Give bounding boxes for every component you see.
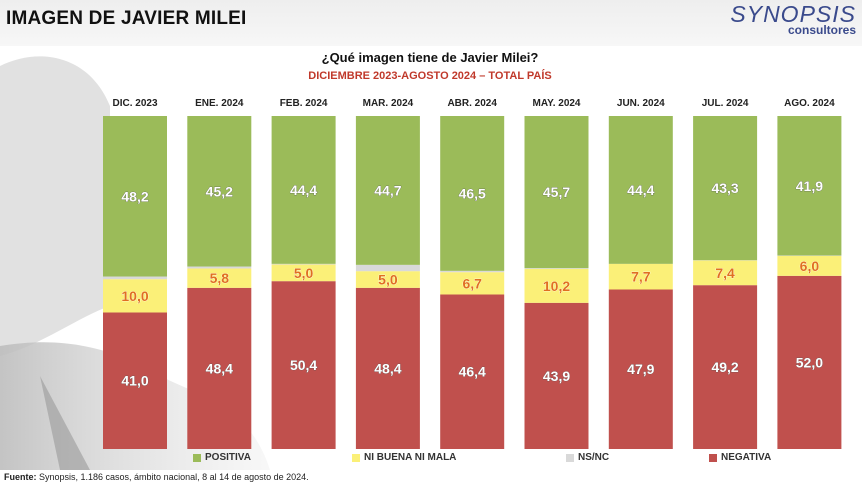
- data-label: 44,7: [374, 182, 401, 198]
- legend-swatch: [352, 453, 360, 462]
- x-tick-label: MAR. 2024: [363, 98, 414, 109]
- data-label: 7,4: [715, 265, 735, 281]
- data-label: 48,4: [374, 360, 401, 376]
- legend-item: POSITIVA: [193, 452, 251, 463]
- brand-name: SYNOPSIS: [730, 1, 856, 27]
- bar-segment: [693, 116, 758, 261]
- data-label: 49,2: [711, 359, 738, 375]
- bar-segment: [608, 116, 673, 264]
- page-title: IMAGEN DE JAVIER MILEI: [6, 8, 247, 29]
- data-label: 43,3: [711, 180, 738, 196]
- bar-segment: [355, 271, 420, 288]
- data-label: 10,2: [543, 278, 570, 294]
- x-tick-label: JUL. 2024: [702, 98, 749, 109]
- bar-segment: [355, 287, 420, 449]
- x-tick-label: DIC. 2023: [112, 98, 157, 109]
- source-note: Fuente: Synopsis, 1.186 casos, ámbito na…: [4, 472, 309, 482]
- bar-segment: [524, 268, 589, 269]
- data-label: 46,5: [459, 185, 486, 201]
- data-label: 47,9: [627, 361, 654, 377]
- data-label: 44,4: [290, 182, 317, 198]
- data-label: 5,8: [210, 270, 230, 286]
- x-tick-label: ABR. 2024: [447, 98, 497, 109]
- brand-subtitle: consultores: [787, 23, 856, 37]
- legend-label: NS/NC: [578, 452, 610, 463]
- legend-item: NEGATIVA: [709, 452, 771, 463]
- brand-logo: SYNOPSIS consultores: [730, 2, 856, 36]
- data-label: 44,4: [627, 182, 654, 198]
- bar-segment: [103, 279, 167, 313]
- bar-segment: [440, 272, 505, 295]
- data-label: 5,0: [378, 272, 398, 288]
- bar-segment: [103, 116, 167, 277]
- chart-legend: POSITIVA NI BUENA NI MALA NS/NC NEGATIVA: [0, 452, 862, 468]
- data-label: 46,4: [459, 364, 486, 380]
- x-tick-label: MAY. 2024: [533, 98, 581, 109]
- bar-segment: [693, 260, 758, 286]
- legend-item: NS/NC: [566, 452, 609, 463]
- bar-segment: [693, 285, 758, 449]
- data-label: 5,0: [294, 265, 314, 281]
- bar-segment: [187, 268, 252, 288]
- data-label: 6,7: [462, 275, 482, 291]
- bar-segment: [187, 266, 252, 269]
- bar-segment: [187, 287, 252, 449]
- bar-segment: [524, 116, 589, 269]
- data-label: 45,2: [206, 183, 233, 199]
- legend-label: POSITIVA: [205, 452, 251, 463]
- x-tick-label: FEB. 2024: [280, 98, 328, 109]
- bar-segment: [608, 289, 673, 449]
- header-band: [0, 0, 862, 46]
- data-label: 7,7: [631, 269, 651, 285]
- data-label: 43,9: [543, 368, 570, 384]
- bar-segment: [271, 116, 336, 264]
- data-label: 48,4: [206, 360, 233, 376]
- chart-title: ¿Qué imagen tiene de Javier Milei?: [321, 50, 539, 65]
- bar-segment: [271, 281, 336, 449]
- legend-swatch: [566, 453, 574, 462]
- bar-segment: [271, 263, 336, 265]
- bar-segment: [103, 276, 167, 280]
- data-label: 6,0: [800, 258, 820, 274]
- data-label: 50,4: [290, 357, 317, 373]
- data-label: 52,0: [796, 354, 823, 370]
- bar-segment: [777, 255, 842, 276]
- data-label: 45,7: [543, 184, 570, 200]
- legend-item: NI BUENA NI MALA: [352, 452, 456, 463]
- x-tick-label: JUN. 2024: [617, 98, 665, 109]
- source-text: Synopsis, 1.186 casos, ámbito nacional, …: [36, 472, 309, 482]
- bar-segment: [524, 268, 589, 303]
- bar-segment: [355, 116, 420, 265]
- bar-segment: [440, 116, 505, 271]
- source-label: Fuente:: [4, 472, 37, 482]
- legend-label: NEGATIVA: [721, 452, 772, 463]
- data-label: 41,0: [121, 373, 148, 389]
- legend-swatch: [709, 453, 717, 462]
- x-tick-label: AGO. 2024: [784, 98, 835, 109]
- bar-segment: [103, 312, 167, 449]
- data-label: 10,0: [121, 288, 148, 304]
- x-tick-label: ENE. 2024: [195, 98, 244, 109]
- bar-segment: [271, 264, 336, 282]
- data-label: 48,2: [121, 188, 148, 204]
- bar-segment: [187, 116, 252, 267]
- bar-segment: [524, 302, 589, 449]
- legend-swatch: [193, 453, 201, 462]
- legend-label: NI BUENA NI MALA: [364, 452, 457, 463]
- chart-subtitle: DICIEMBRE 2023-AGOSTO 2024 – TOTAL PAÍS: [308, 70, 552, 82]
- bar-segment: [440, 270, 505, 273]
- bar-segment: [355, 264, 420, 272]
- bar-segment: [777, 275, 842, 449]
- data-label: 41,9: [796, 178, 823, 194]
- bar-segment: [440, 294, 505, 449]
- bar-segment: [608, 263, 673, 290]
- bar-segment: [777, 116, 842, 256]
